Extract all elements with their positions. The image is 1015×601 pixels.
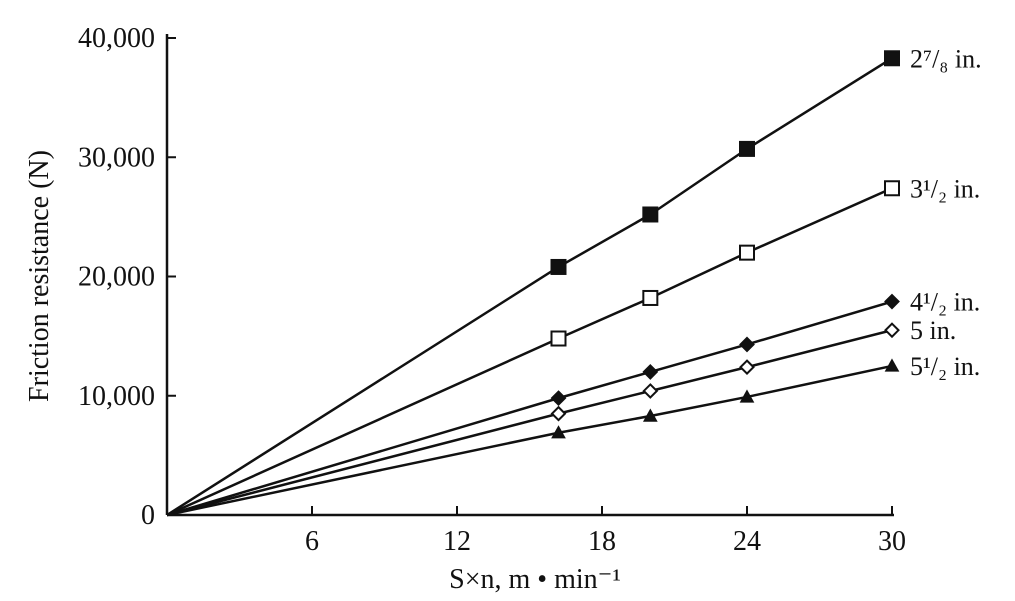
data-point-square bbox=[550, 330, 567, 347]
axes: 0 10,000 20,000 30,000 40,000 6 12 18 24 30 bbox=[78, 23, 906, 557]
data-point-square bbox=[739, 140, 755, 157]
series-labels: 2⁷/₈ in. 3¹/₂ in. 4¹/₂ in.5 in. 5¹/₂ in. bbox=[910, 44, 982, 381]
y-tick-label: 30,000 bbox=[78, 142, 155, 173]
data-point-triangle bbox=[642, 408, 658, 422]
data-point-diamond bbox=[739, 359, 755, 376]
x-tick-label: 6 bbox=[305, 526, 319, 557]
series-line bbox=[166, 57, 893, 517]
x-tick-label: 24 bbox=[733, 526, 761, 557]
y-tick-label: 10,000 bbox=[78, 381, 155, 412]
y-tick-label: 0 bbox=[141, 500, 155, 531]
series-label: 3¹/₂ in. bbox=[910, 174, 980, 203]
data-point-triangle bbox=[884, 358, 900, 372]
data-point-diamond bbox=[884, 322, 900, 339]
data-point-diamond bbox=[550, 405, 567, 422]
x-axis-title: S×n, m • min⁻¹ bbox=[449, 564, 621, 595]
series-line bbox=[166, 300, 893, 517]
data-point-diamond bbox=[739, 336, 755, 353]
data-point-diamond bbox=[642, 363, 659, 380]
x-tick-label: 12 bbox=[443, 526, 471, 557]
data-point-diamond bbox=[884, 293, 900, 310]
series-markers bbox=[550, 50, 900, 439]
series-line bbox=[166, 187, 893, 517]
y-tick-label: 40,000 bbox=[78, 23, 155, 54]
data-point-diamond bbox=[550, 390, 567, 407]
data-point-square bbox=[642, 206, 659, 223]
series-label: 5¹/₂ in. bbox=[910, 352, 980, 381]
data-point-square bbox=[550, 258, 567, 275]
series-lines bbox=[166, 57, 893, 517]
x-tick-label: 30 bbox=[878, 526, 906, 557]
data-point-triangle bbox=[739, 389, 755, 403]
y-tick-label: 20,000 bbox=[78, 262, 155, 293]
data-point-diamond bbox=[642, 383, 659, 399]
series-line bbox=[166, 328, 893, 517]
y-axis-title: Friction resistance (N) bbox=[24, 150, 55, 402]
series-line bbox=[166, 364, 893, 517]
data-point-square bbox=[884, 180, 900, 197]
series-label: 2⁷/₈ in. bbox=[910, 44, 982, 73]
data-point-square bbox=[739, 244, 755, 261]
data-point-square bbox=[884, 50, 900, 67]
data-point-square bbox=[642, 289, 659, 306]
series-label: 5 in. bbox=[910, 316, 956, 345]
data-point-triangle bbox=[551, 425, 566, 439]
series-label: 4¹/₂ in. bbox=[910, 288, 980, 317]
x-tick-label: 18 bbox=[588, 526, 616, 557]
